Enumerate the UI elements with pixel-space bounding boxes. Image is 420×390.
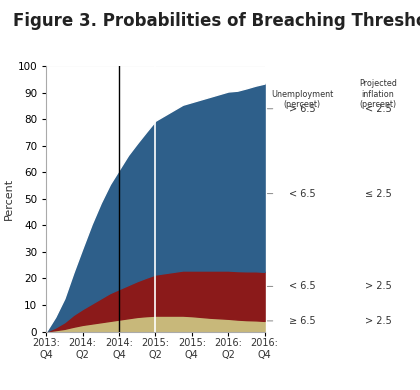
Text: Figure 3. Probabilities of Breaching Thresholds: Figure 3. Probabilities of Breaching Thr… bbox=[13, 12, 420, 30]
Text: < 6.5: < 6.5 bbox=[289, 189, 316, 199]
Text: Unemployment
(percent): Unemployment (percent) bbox=[271, 90, 333, 109]
Text: < 2.5: < 2.5 bbox=[365, 104, 391, 114]
Text: ≤ 2.5: ≤ 2.5 bbox=[365, 189, 391, 199]
Text: > 6.5: > 6.5 bbox=[289, 104, 316, 114]
Text: Projected
inflation
(percent): Projected inflation (percent) bbox=[359, 80, 397, 109]
Y-axis label: Percent: Percent bbox=[3, 178, 13, 220]
Text: > 2.5: > 2.5 bbox=[365, 282, 391, 291]
Text: > 2.5: > 2.5 bbox=[365, 316, 391, 326]
Text: < 6.5: < 6.5 bbox=[289, 282, 316, 291]
Text: ≥ 6.5: ≥ 6.5 bbox=[289, 316, 316, 326]
